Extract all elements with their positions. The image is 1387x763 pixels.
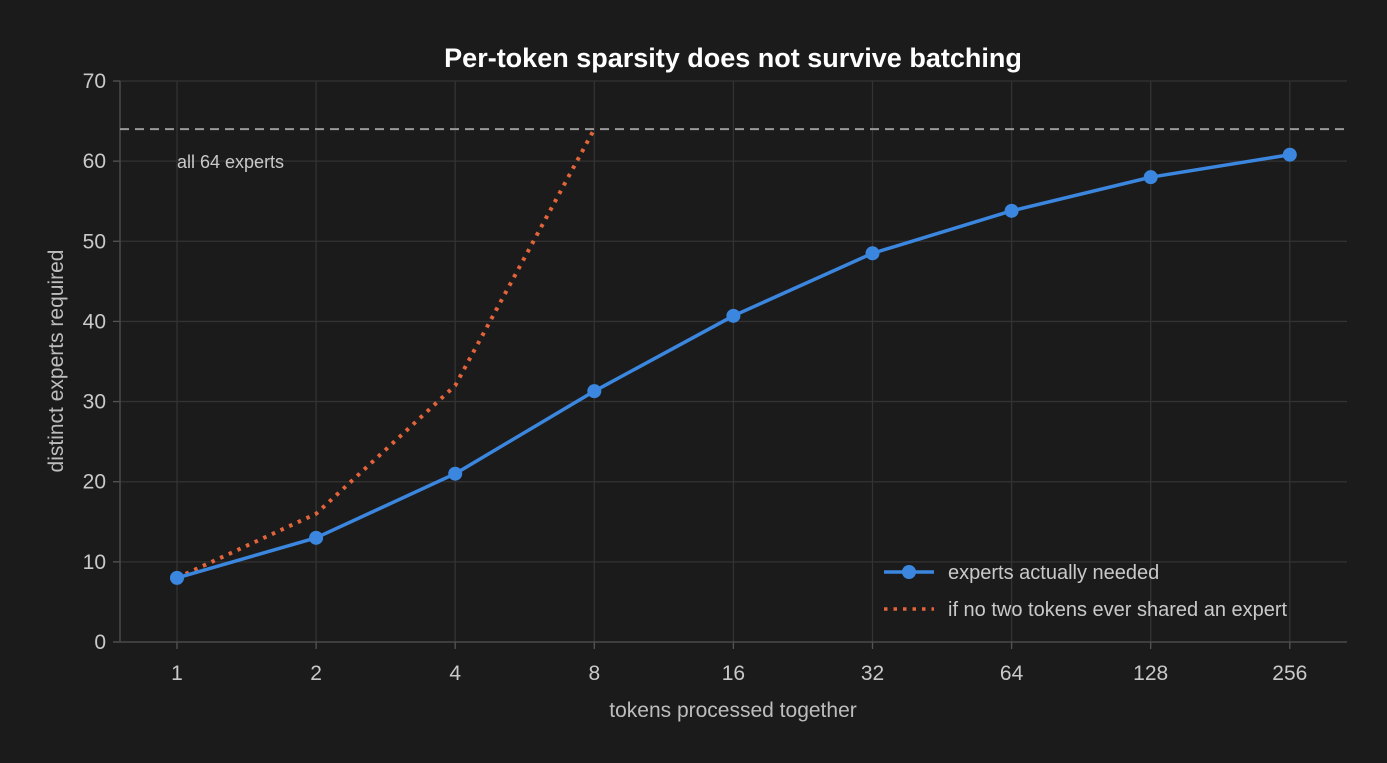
- x-tick-label: 16: [722, 662, 745, 685]
- chart-title: Per-token sparsity does not survive batc…: [444, 43, 1022, 73]
- y-tick-label: 30: [83, 391, 106, 414]
- x-tick-label: 4: [449, 662, 461, 685]
- legend-label-experts-actually-needed: experts actually needed: [948, 562, 1159, 584]
- data-point-experts-actually-needed: [587, 384, 602, 399]
- legend-marker-experts-actually-needed: [902, 565, 916, 579]
- y-tick-label: 70: [83, 70, 106, 93]
- y-tick-label: 10: [83, 551, 106, 574]
- y-tick-label: 50: [83, 230, 106, 253]
- y-tick-label: 40: [83, 310, 106, 333]
- x-tick-label: 32: [861, 662, 884, 685]
- data-point-experts-actually-needed: [865, 246, 880, 261]
- x-axis-label: tokens processed together: [609, 699, 857, 722]
- data-point-experts-actually-needed: [1143, 170, 1158, 185]
- legend: experts actually needed if no two tokens…: [884, 562, 1288, 621]
- series-line-no-sharing: [176, 128, 597, 580]
- x-tick-label: 256: [1272, 662, 1307, 685]
- reference-line-label: all 64 experts: [177, 152, 284, 172]
- x-tick-label: 2: [310, 662, 322, 685]
- data-point-experts-actually-needed: [309, 530, 324, 545]
- series-group: [170, 128, 1297, 585]
- data-point-experts-actually-needed: [1282, 147, 1297, 162]
- x-tick-label: 8: [588, 662, 600, 685]
- x-tick-label: 64: [1000, 662, 1024, 685]
- data-point-experts-actually-needed: [726, 308, 741, 323]
- x-tick-label: 128: [1133, 662, 1168, 685]
- legend-label-no-sharing: if no two tokens ever shared an expert: [948, 599, 1288, 621]
- grid: [120, 80, 1347, 642]
- data-point-experts-actually-needed: [170, 570, 184, 585]
- axes: 0 10 20 30 40 50 60 70 1 2 4 8 16 32 64 128 256: [83, 70, 1347, 685]
- x-tick-label: 1: [171, 662, 183, 685]
- y-axis-label: distinct experts required: [45, 250, 68, 473]
- y-tick-label: 20: [83, 471, 106, 494]
- y-tick-label: 0: [94, 631, 106, 654]
- y-tick-label: 60: [83, 150, 106, 173]
- data-point-experts-actually-needed: [448, 466, 463, 481]
- data-point-experts-actually-needed: [1004, 203, 1019, 218]
